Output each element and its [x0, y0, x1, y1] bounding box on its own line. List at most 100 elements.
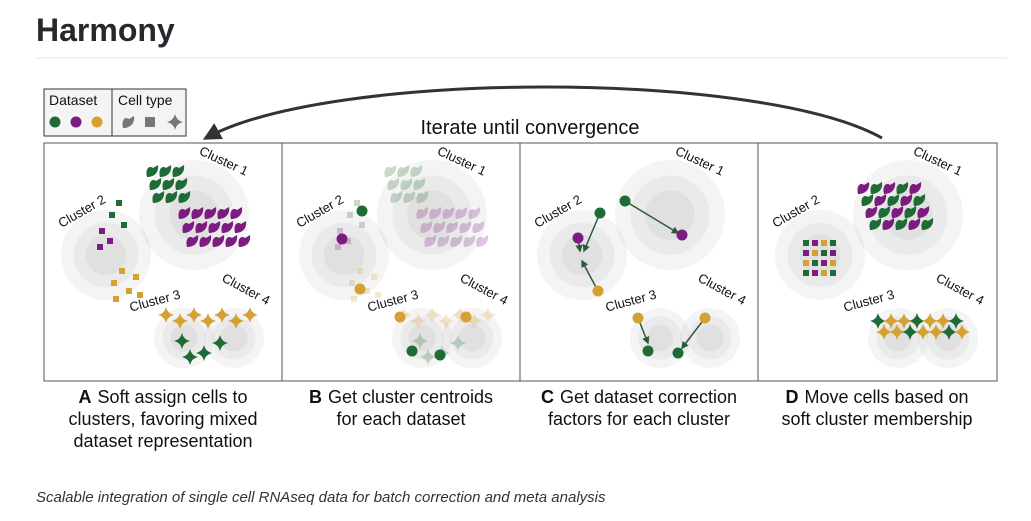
cell-square [830, 260, 836, 266]
cell-dot [49, 116, 61, 128]
cell-leaf [891, 206, 904, 218]
cell-star [941, 324, 957, 340]
cell-leaf [175, 178, 188, 190]
cell-leaf [887, 194, 900, 206]
panel-caption: A Soft assign cells to [78, 387, 247, 407]
cell-leaf [178, 191, 191, 203]
cell-star [228, 313, 244, 329]
panel-caption: C Get dataset correction [541, 387, 737, 407]
iterate-arrow [202, 85, 883, 140]
cluster-halo [442, 308, 502, 368]
cell-leaf [921, 218, 934, 230]
cell-star [242, 307, 258, 323]
cell-star [200, 313, 216, 329]
correction-arrow [624, 200, 680, 234]
cell-leaf [874, 194, 887, 206]
cell-star [186, 307, 202, 323]
panel-caption-line: Get dataset correction [560, 387, 737, 407]
cell-square [109, 212, 115, 218]
cluster-halo [220, 324, 248, 352]
cell-square [803, 240, 809, 246]
correction-arrow [582, 212, 601, 253]
cell-dot [619, 195, 631, 207]
cell-leaf [917, 206, 930, 218]
cell-leaf [904, 206, 917, 218]
cluster-halo [680, 308, 740, 368]
cell-star [935, 313, 951, 329]
cell-star [883, 313, 899, 329]
cell-leaf [424, 235, 437, 247]
cluster-halo [615, 160, 725, 270]
cell-leaf [420, 221, 433, 233]
cluster-halo [407, 190, 457, 240]
cell-leaf [861, 194, 874, 206]
cluster-halo [775, 210, 865, 300]
cell-leaf [387, 178, 400, 190]
cluster-halo [646, 324, 674, 352]
cell-star [172, 313, 188, 329]
cell-square [97, 244, 103, 250]
cell-leaf [397, 165, 410, 177]
cell-star [902, 324, 918, 340]
cell-star [870, 313, 886, 329]
cell-star [212, 335, 228, 351]
cell-leaf [413, 178, 426, 190]
correction-arrow [581, 259, 599, 292]
cluster-halo [868, 308, 928, 368]
cell-star [909, 313, 925, 329]
cell-leaf [217, 207, 230, 219]
cell-leaf [182, 221, 195, 233]
cell-dot [592, 285, 604, 297]
cell-square [345, 238, 351, 244]
cell-leaf [221, 221, 234, 233]
cluster-halo [204, 308, 264, 368]
cell-dot [336, 233, 348, 245]
cell-star [158, 307, 174, 323]
cell-leaf [195, 221, 208, 233]
cell-square [830, 270, 836, 276]
panel-caption-line: Get cluster centroids [328, 387, 493, 407]
cell-leaf [186, 235, 199, 247]
cell-square [375, 292, 381, 298]
cell-leaf [162, 178, 175, 190]
cell-leaf [878, 206, 891, 218]
cell-leaf [400, 178, 413, 190]
cell-square [145, 117, 155, 127]
cell-star [182, 349, 198, 365]
panel-caption-line: factors for each cluster [548, 409, 730, 429]
panel-letter: D [785, 387, 798, 407]
cell-leaf [208, 221, 221, 233]
cell-square [812, 250, 818, 256]
cell-square [354, 200, 360, 206]
cell-star [928, 324, 944, 340]
cell-star [412, 333, 428, 349]
figure-caption: Scalable integration of single cell RNAs… [36, 489, 606, 506]
cell-dot [632, 312, 644, 324]
cell-square [812, 260, 818, 266]
cluster-halo [299, 210, 389, 300]
cell-square [821, 260, 827, 266]
panel-letter: B [309, 387, 322, 407]
cell-leaf [869, 218, 882, 230]
cell-leaf [459, 221, 472, 233]
cell-star [480, 307, 496, 323]
panel-caption-line: dataset representation [73, 431, 252, 451]
cell-square [116, 200, 122, 206]
cell-leaf [416, 207, 429, 219]
cluster-halo [696, 324, 724, 352]
cell-leaf [433, 221, 446, 233]
cell-square [371, 274, 377, 280]
cell-dot [594, 207, 606, 219]
cell-star [174, 333, 190, 349]
cluster-halo [688, 316, 732, 360]
cell-star [196, 345, 212, 361]
cell-leaf [882, 218, 895, 230]
cell-star [954, 324, 970, 340]
cluster-halo [537, 210, 627, 300]
page-title: Harmony [36, 12, 175, 48]
cluster-halo [323, 234, 365, 276]
cell-dot [699, 312, 711, 324]
cell-leaf [429, 207, 442, 219]
cell-leaf [191, 207, 204, 219]
panel-letter: A [78, 387, 91, 407]
